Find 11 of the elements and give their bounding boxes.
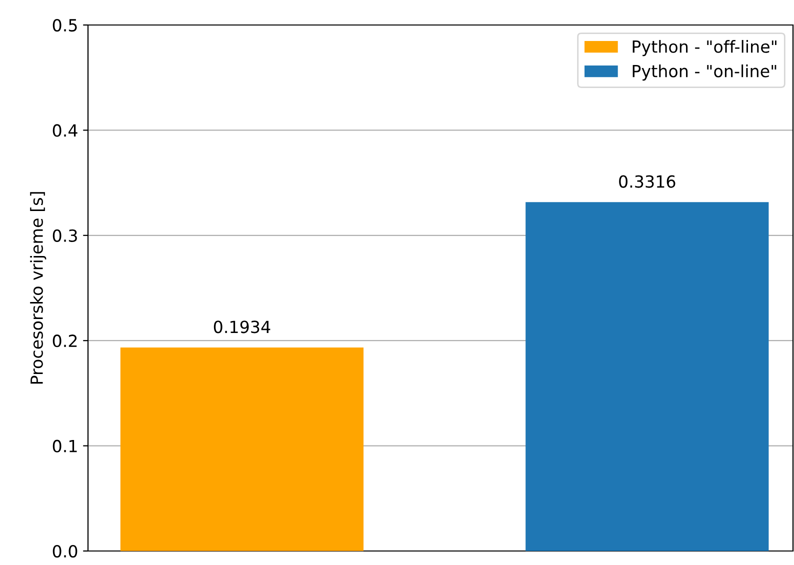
y-tick-label: 0.0 (52, 544, 78, 558)
y-tick-label: 0.3 (52, 229, 77, 242)
data-label: 0.3316 (619, 175, 676, 188)
legend-label: Python - "off-line" (632, 40, 776, 56)
y-tick-label: 0.5 (52, 18, 77, 32)
legend-label: Python - "on-line" (632, 64, 776, 81)
y-tick-label: 0.1 (52, 440, 77, 452)
y-axis-title: Procesorsko vrijeme [s] (30, 192, 46, 384)
y-tick-label: 0.4 (52, 124, 78, 137)
y-tick-label: 0.2 (52, 334, 77, 348)
data-label: 0.1934 (214, 320, 270, 334)
